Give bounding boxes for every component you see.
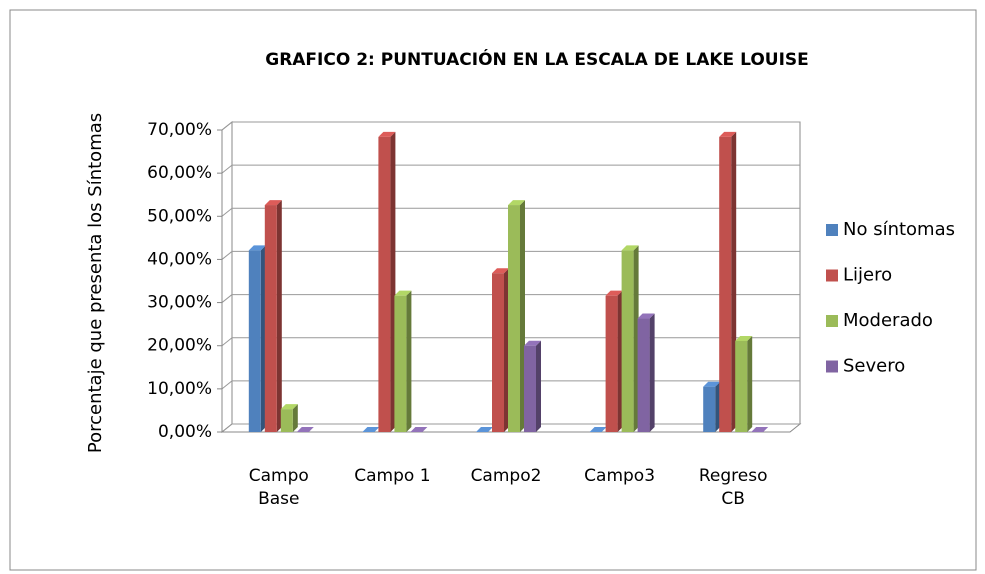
- bar: [589, 427, 607, 432]
- bar: [719, 131, 737, 432]
- bar: [703, 381, 721, 432]
- chart-title: GRAFICO 2: PUNTUACIÓN EN LA ESCALA DE LA…: [265, 48, 809, 70]
- y-tick-label: 70,00%: [147, 120, 212, 140]
- grid-line-side: [221, 380, 233, 390]
- grid-line-side: [221, 423, 233, 433]
- y-tick-label: 50,00%: [147, 206, 212, 226]
- legend-label: Lijero: [843, 265, 892, 286]
- grid-line-side: [221, 294, 233, 303]
- bar: [296, 427, 314, 432]
- x-tick-label: Campo Base: [248, 466, 309, 509]
- bar: [264, 200, 282, 432]
- legend-swatch: [826, 224, 838, 236]
- bar: [524, 340, 541, 432]
- bar: [735, 335, 753, 432]
- grid-line-side: [221, 207, 233, 217]
- legend-swatch: [826, 315, 838, 327]
- y-tick-label: 20,00%: [147, 336, 212, 356]
- bar: [621, 245, 639, 432]
- bar: [362, 427, 380, 432]
- legend-swatch: [826, 269, 838, 282]
- y-tick-label: 30,00%: [147, 293, 212, 313]
- x-tick-label: Campo 1: [354, 466, 431, 486]
- bar: [492, 268, 509, 432]
- y-tick-label: 0,00%: [158, 422, 212, 442]
- legend-label: No síntomas: [843, 219, 955, 240]
- grid-line-side: [221, 164, 233, 174]
- y-tick-label: 10,00%: [147, 379, 212, 399]
- grid-line-side: [221, 251, 233, 260]
- y-tick-label: 60,00%: [147, 163, 212, 183]
- bar: [410, 427, 428, 432]
- x-tick-label: Regreso CB: [698, 466, 768, 509]
- bar: [280, 404, 298, 432]
- bar: [248, 245, 266, 432]
- x-tick-label: Campo3: [584, 466, 656, 486]
- bar: [751, 427, 769, 432]
- grid-line-side: [221, 337, 233, 347]
- legend-label: Moderado: [843, 310, 933, 331]
- grid-line-side: [221, 121, 233, 131]
- y-axis-label: Porcentaje que presenta los Síntomas: [85, 113, 106, 453]
- bar: [394, 290, 412, 432]
- legend-swatch: [826, 360, 838, 373]
- y-tick-label: 40,00%: [147, 249, 212, 269]
- bar: [637, 313, 655, 432]
- side-wall: [221, 120, 233, 434]
- bar: [378, 131, 396, 432]
- bar: [605, 290, 623, 432]
- bar: [508, 200, 525, 432]
- legend-label: Severo: [843, 356, 905, 377]
- bar: [476, 427, 493, 432]
- x-tick-label: Campo2: [470, 466, 542, 486]
